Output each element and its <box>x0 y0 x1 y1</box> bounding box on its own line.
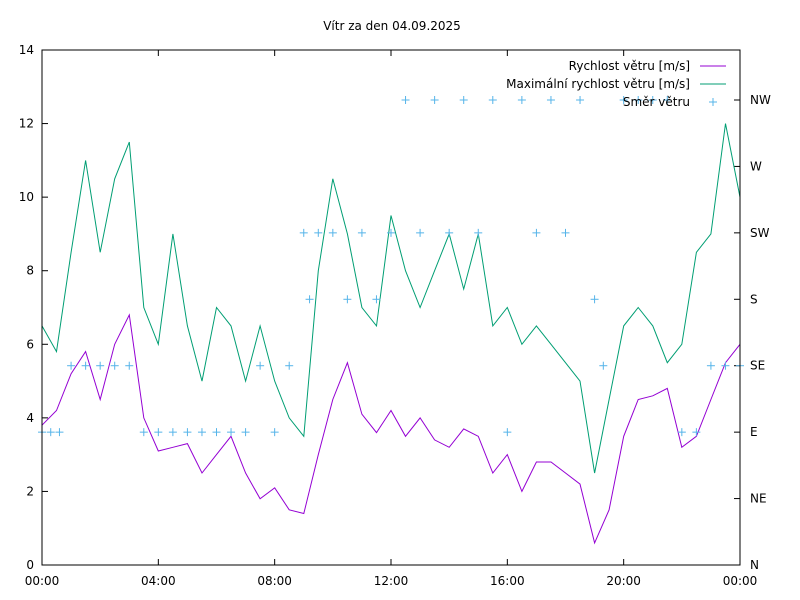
direction-point <box>125 361 134 370</box>
direction-point <box>305 295 314 304</box>
direction-point <box>212 428 221 437</box>
direction-point <box>67 361 76 370</box>
direction-point <box>314 228 323 237</box>
y2-tick-label: S <box>750 292 758 306</box>
direction-point <box>328 228 337 237</box>
direction-point <box>227 428 236 437</box>
x-tick-label: 00:00 <box>25 574 60 588</box>
direction-point <box>599 361 608 370</box>
direction-point <box>55 428 64 437</box>
direction-point <box>488 96 497 104</box>
y2-tick-label: E <box>750 425 758 439</box>
direction-point <box>430 96 439 104</box>
direction-point <box>139 428 148 437</box>
direction-point <box>677 428 686 437</box>
direction-point <box>692 428 701 437</box>
direction-point <box>590 295 599 304</box>
direction-point <box>299 228 308 237</box>
direction-point <box>168 428 177 437</box>
direction-point <box>270 428 279 437</box>
y-tick-label: 0 <box>26 558 34 572</box>
direction-point <box>546 96 555 104</box>
direction-point <box>46 428 55 437</box>
legend: Rychlost větru [m/s] Maximální rychlost v… <box>506 59 726 109</box>
direction-point <box>197 428 206 437</box>
y-axis-left: 0 2 4 6 8 10 12 14 <box>19 43 48 572</box>
direction-point <box>721 361 730 370</box>
y-axis-right: N NE E SE S SW W NW <box>734 93 771 572</box>
chart-title: Vítr za den 04.09.2025 <box>323 19 461 33</box>
series-layer <box>38 96 744 545</box>
direction-point <box>401 96 410 104</box>
direction-point <box>561 228 570 237</box>
direction-point <box>663 96 672 104</box>
direction-point <box>154 428 163 437</box>
direction-point <box>648 96 657 104</box>
direction-point <box>241 428 250 437</box>
direction-point <box>576 96 585 104</box>
y2-tick-label: NE <box>750 492 767 506</box>
legend-swatch-direction <box>709 98 717 106</box>
direction-point <box>357 228 366 237</box>
legend-label-speed: Rychlost větru [m/s] <box>569 59 690 73</box>
direction-point <box>619 96 628 104</box>
y2-tick-label: NW <box>750 93 771 107</box>
y-tick-label: 2 <box>26 484 34 498</box>
x-tick-label: 08:00 <box>257 574 292 588</box>
series-line-speed <box>41 313 741 545</box>
x-tick-label: 12:00 <box>374 574 409 588</box>
y-tick-label: 12 <box>19 117 34 131</box>
direction-point <box>503 428 512 437</box>
y-tick-label: 8 <box>26 264 34 278</box>
y-tick-label: 10 <box>19 190 34 204</box>
direction-point <box>110 361 119 370</box>
x-tick-label: 04:00 <box>141 574 176 588</box>
direction-point <box>96 361 105 370</box>
direction-point <box>387 228 395 237</box>
y2-tick-label: W <box>750 159 762 173</box>
legend-label-direction: Směr větru <box>623 95 690 109</box>
direction-point <box>416 228 425 237</box>
y-tick-label: 4 <box>26 411 34 425</box>
direction-point <box>445 228 454 237</box>
direction-point <box>459 96 468 104</box>
x-tick-label: 20:00 <box>606 574 641 588</box>
direction-point <box>343 295 352 304</box>
direction-point <box>285 361 294 370</box>
direction-point <box>532 228 541 237</box>
y2-tick-label: SW <box>750 226 770 240</box>
legend-label-gust: Maximální rychlost větru [m/s] <box>506 77 690 91</box>
direction-point <box>183 428 192 437</box>
direction-point <box>256 361 265 370</box>
direction-point <box>372 295 381 304</box>
plot-frame <box>41 49 741 566</box>
y-tick-label: 14 <box>19 43 34 57</box>
x-tick-label: 16:00 <box>490 574 525 588</box>
direction-point <box>474 228 483 237</box>
direction-point <box>706 361 715 370</box>
y2-tick-label: N <box>750 558 759 572</box>
direction-point <box>634 96 643 104</box>
direction-point <box>81 361 90 370</box>
y2-tick-label: SE <box>750 359 765 373</box>
x-tick-label: 00:00 <box>723 574 758 588</box>
y-tick-label: 6 <box>26 337 34 351</box>
series-line-gust <box>41 123 741 474</box>
direction-point <box>517 96 526 104</box>
